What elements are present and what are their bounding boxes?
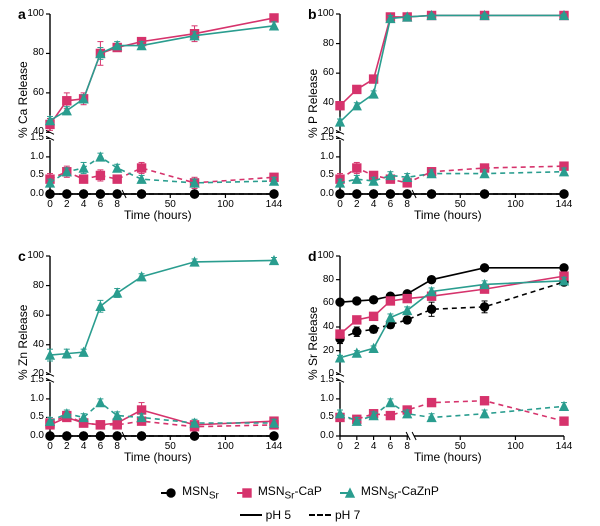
y-tick: 1.0	[306, 151, 334, 162]
y-axis-label: % Zn Release	[16, 305, 30, 380]
y-tick: 0.0	[16, 188, 44, 199]
legend-label: MSNSr-CaP	[258, 484, 322, 501]
x-tick: 144	[554, 199, 574, 210]
y-tick: 1.0	[16, 151, 44, 162]
legend-label: pH 7	[335, 508, 360, 522]
chart-svg	[40, 10, 280, 220]
y-tick: 1.0	[306, 393, 334, 404]
y-tick: 0.5	[16, 169, 44, 180]
x-axis-label: Time (hours)	[124, 450, 192, 464]
x-tick: 100	[215, 441, 235, 452]
x-tick: 100	[215, 199, 235, 210]
y-tick: 80	[306, 274, 334, 285]
x-tick: 100	[505, 199, 525, 210]
x-tick: 144	[554, 441, 574, 452]
legend-item: pH 5	[240, 508, 291, 522]
legend-item: MSNSr-CaP	[237, 484, 322, 501]
y-tick: 0.0	[306, 430, 334, 441]
x-tick: 144	[264, 441, 284, 452]
y-axis-label: % Ca Release	[16, 61, 30, 138]
x-axis-label: Time (hours)	[414, 208, 482, 222]
y-tick: 0.5	[16, 411, 44, 422]
y-tick: 100	[306, 8, 334, 19]
legend-label: pH 5	[266, 508, 291, 522]
y-tick: 100	[306, 250, 334, 261]
y-tick: 100	[16, 8, 44, 19]
legend: MSNSr MSNSr-CaP MSNSr-CaZnP pH 5 pH 7	[0, 482, 600, 526]
y-tick: 0.5	[306, 411, 334, 422]
y-axis-label: % P Release	[306, 69, 320, 138]
panel-d: d0204060801000.00.51.01.50246850100144% …	[330, 252, 570, 462]
chart-svg	[330, 252, 570, 462]
y-tick: 0.5	[306, 169, 334, 180]
y-axis-label: % Sr Release	[306, 307, 320, 380]
y-tick: 80	[16, 47, 44, 58]
x-axis-label: Time (hours)	[414, 450, 482, 464]
legend-item: MSNSr	[161, 484, 219, 501]
y-tick: 80	[306, 38, 334, 49]
y-tick: 1.0	[16, 393, 44, 404]
legend-item: MSNSr-CaZnP	[340, 484, 439, 501]
y-tick: 100	[16, 250, 44, 261]
chart-svg	[330, 10, 570, 220]
x-tick: 100	[505, 441, 525, 452]
legend-item: pH 7	[309, 508, 360, 522]
panel-b: b204060801000.00.51.01.50246850100144% P…	[330, 10, 570, 220]
panel-c: c204060801000.00.51.01.50246850100144% Z…	[40, 252, 280, 462]
y-tick: 0.0	[306, 188, 334, 199]
legend-label: MSNSr-CaZnP	[361, 484, 439, 501]
y-tick: 0.0	[16, 430, 44, 441]
y-tick: 80	[16, 280, 44, 291]
x-tick: 144	[264, 199, 284, 210]
legend-label: MSNSr	[182, 484, 219, 501]
chart-svg	[40, 252, 280, 462]
x-axis-label: Time (hours)	[124, 208, 192, 222]
panel-a: a4060801000.00.51.01.50246850100144% Ca …	[40, 10, 280, 220]
